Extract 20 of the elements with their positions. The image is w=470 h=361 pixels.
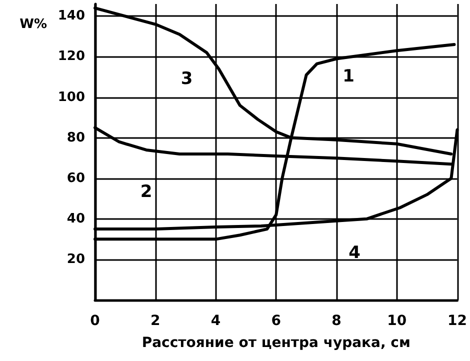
- y-tick-label: 120: [58, 49, 85, 64]
- y-tick-label: 60: [66, 170, 85, 186]
- series-label: 4: [348, 242, 361, 263]
- x-axis-title: Расстояние от центра чурака, см: [142, 335, 410, 351]
- series-label: 2: [140, 182, 152, 202]
- x-tick-label: 0: [90, 313, 100, 329]
- y-tick-label: 20: [66, 252, 85, 267]
- x-tick-label: 12: [448, 313, 467, 329]
- y-tick-label: 80: [66, 130, 85, 146]
- x-tick-label: 10: [387, 313, 407, 329]
- series-label: 1: [342, 66, 354, 87]
- y-tick-label: 140: [58, 8, 85, 24]
- y-axis-title: W%: [20, 17, 47, 32]
- y-tick-label: 100: [58, 90, 85, 105]
- x-tick-label: 6: [271, 313, 282, 329]
- series-label: 3: [180, 68, 193, 89]
- y-tick-label: 40: [66, 211, 85, 226]
- x-tick-label: 8: [332, 313, 342, 329]
- x-tick-label: 2: [150, 313, 160, 329]
- x-tick-label: 4: [210, 313, 221, 329]
